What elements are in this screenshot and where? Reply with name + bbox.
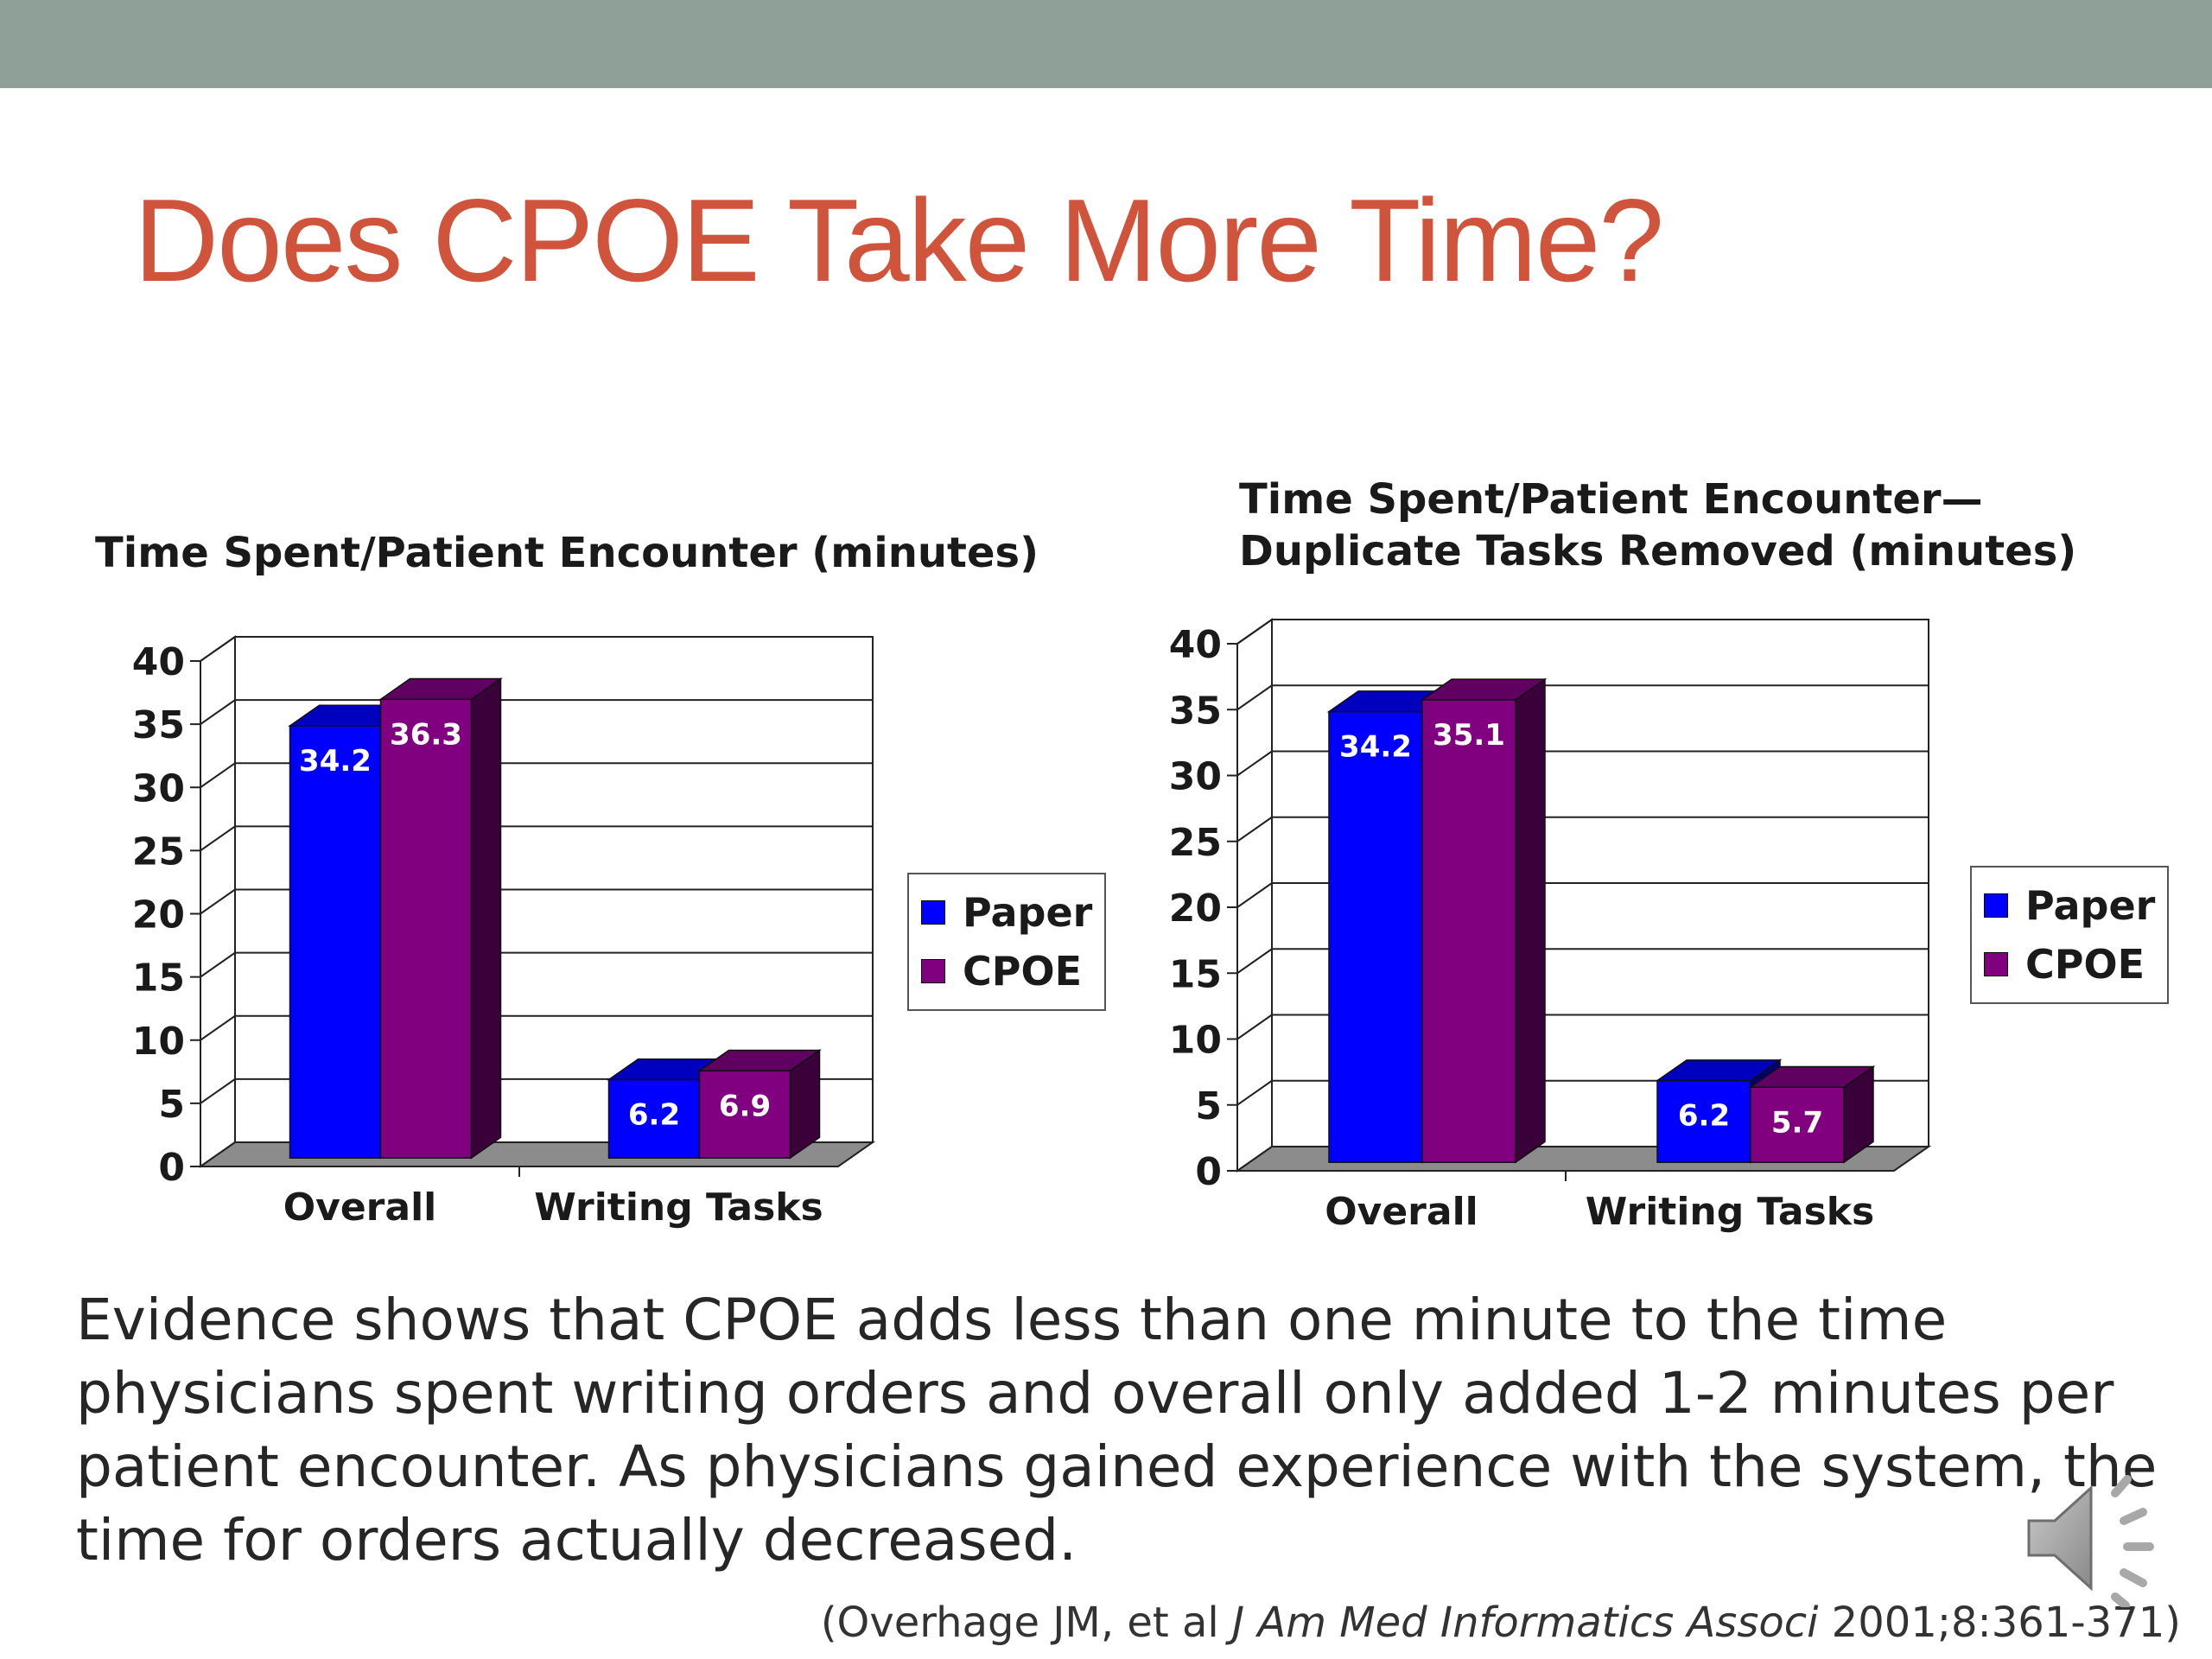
chart-2-category-label: Overall xyxy=(1325,1190,1478,1234)
chart-2-bar-front xyxy=(1750,1086,1845,1163)
chart-1-gridline-side xyxy=(200,951,236,978)
chart-1-legend-label-paper: Paper xyxy=(963,889,1093,936)
chart-1-bar-cpoe-1 xyxy=(697,1049,822,1160)
chart-1-title: Time Spent/Patient Encounter (minutes) xyxy=(95,527,1039,579)
chart-1-legend-swatch-paper xyxy=(921,900,945,925)
chart-1-data-label: 6.9 xyxy=(719,1089,771,1123)
top-bar xyxy=(0,0,2212,88)
chart-2-legend-item-paper: Paper xyxy=(1984,876,2155,935)
chart-2-bar-cpoe-0 xyxy=(1420,677,1548,1164)
chart-2-title: Time Spent/Patient Encounter— Duplicate … xyxy=(1239,474,2076,577)
chart-2-legend: Paper CPOE xyxy=(1970,866,2170,1004)
chart-2-gridline-side xyxy=(1236,619,1273,645)
chart-2-y-tick-label: 5 xyxy=(1195,1084,1222,1128)
chart-1-legend-swatch-cpoe xyxy=(921,959,945,983)
chart-1-category-label: Overall xyxy=(283,1185,436,1230)
chart-2-y-tick-label: 10 xyxy=(1169,1019,1222,1063)
chart-1-y-tick-label: 20 xyxy=(132,893,185,938)
chart-1-legend-item-cpoe: CPOE xyxy=(921,942,1092,1001)
chart-1-plot: 0 5 10 15 20 25 30 35 40 34.2 36.3 Overall 6.2 6.9 Wri… xyxy=(132,635,876,1230)
citation-journal: J Am Med Informatics Associ xyxy=(1231,1599,1819,1647)
chart-2-bar-front xyxy=(1656,1079,1751,1163)
chart-1-y-tick-label: 30 xyxy=(132,766,185,810)
chart-2-y-tick-label: 15 xyxy=(1169,952,1222,996)
chart-2-bar-paper-1 xyxy=(1655,1058,1783,1164)
chart-2-bar-side xyxy=(1515,677,1546,1164)
chart-2-legend-swatch-cpoe xyxy=(1984,952,2008,976)
speaker-icon[interactable] xyxy=(2022,1469,2177,1607)
chart-1-bar-front xyxy=(289,725,382,1159)
chart-1-y-tick-label: 15 xyxy=(132,957,185,1001)
chart-1-y-tick-label: 10 xyxy=(132,1020,185,1064)
chart-2-legend-label-cpoe: CPOE xyxy=(2025,941,2145,988)
chart-2-bar-front xyxy=(1328,710,1423,1163)
chart-2-gridline-side xyxy=(1236,1079,1273,1106)
chart-2-title-line-2: Duplicate Tasks Removed (minutes) xyxy=(1239,527,2077,575)
chart-2-gridline-side xyxy=(1236,684,1273,711)
chart-2-legend-label-paper: Paper xyxy=(2025,882,2156,929)
chart-1-title-line-1: Time Spent/Patient Encounter (minutes) xyxy=(95,529,1039,577)
chart-1-category-label: Writing Tasks xyxy=(534,1185,823,1230)
chart-1-y-tick-label: 40 xyxy=(132,640,185,684)
chart-1-data-label: 6.2 xyxy=(628,1098,680,1133)
chart-2-bar-front xyxy=(1421,699,1516,1163)
chart-1-gridline-side xyxy=(200,636,236,662)
chart-2-gridline-side xyxy=(1236,750,1273,777)
chart-1-gridline-side xyxy=(200,825,236,852)
chart-2-data-label: 34.2 xyxy=(1339,730,1412,765)
chart-1-gridline-side xyxy=(200,1014,236,1041)
chart-2-data-label: 35.1 xyxy=(1433,718,1505,753)
chart-2-legend-swatch-paper xyxy=(1984,893,2008,918)
chart-2-data-label: 5.7 xyxy=(1771,1105,1823,1140)
chart-2-gridline-side xyxy=(1236,816,1273,842)
chart-2-y-tick-label: 0 xyxy=(1195,1150,1222,1194)
chart-2-y-tick-label: 25 xyxy=(1169,821,1222,865)
chart-2-plot: 0 5 10 15 20 25 30 35 40 34.2 35.1 Overall 6.2 5.7 Wri… xyxy=(1169,618,1932,1234)
chart-1-data-label: 36.3 xyxy=(390,717,462,752)
chart-1-y-tick-label: 0 xyxy=(158,1146,185,1190)
chart-1-legend-label-cpoe: CPOE xyxy=(963,948,1082,995)
chart-2-category-label: Writing Tasks xyxy=(1586,1190,1874,1234)
chart-2-y-tick-label: 30 xyxy=(1169,755,1222,799)
chart-1-gridline-side xyxy=(200,762,236,789)
chart-1-gridline-side xyxy=(200,888,236,915)
chart-1-bar-front xyxy=(607,1078,701,1159)
chart-1-gridline-side xyxy=(200,699,236,725)
chart-2-title-line-1: Time Spent/Patient Encounter— xyxy=(1239,475,1983,524)
chart-2-gridline-side xyxy=(1236,1014,1273,1040)
chart-2-legend-item-cpoe: CPOE xyxy=(1984,935,2155,994)
chart-2-data-label: 6.2 xyxy=(1678,1099,1730,1134)
chart-2-bar-cpoe-1 xyxy=(1748,1065,1876,1164)
chart-1-y-tick-label: 35 xyxy=(132,703,185,747)
chart-1-bar-front xyxy=(698,1070,791,1159)
citation: (Overhage JM, et al J Am Med Informatics… xyxy=(821,1597,2181,1649)
chart-2-gridline-side xyxy=(1236,882,1273,908)
chart-1-bar-cpoe-0 xyxy=(378,677,503,1160)
chart-1-data-label: 34.2 xyxy=(299,744,372,779)
chart-1-legend-item-paper: Paper xyxy=(921,883,1092,942)
chart-1-bar-front xyxy=(379,698,473,1159)
chart-1-legend: Paper CPOE xyxy=(907,873,1107,1011)
chart-2-gridline-side xyxy=(1236,948,1273,975)
chart-2-y-tick-label: 20 xyxy=(1169,887,1222,931)
chart-1-gridline-side xyxy=(200,1078,236,1104)
chart-1-y-tick-label: 25 xyxy=(132,830,185,874)
body-text: Evidence shows that CPOE adds less than … xyxy=(76,1287,2158,1573)
citation-prefix: (Overhage JM, et al xyxy=(820,1599,1232,1647)
slide-title: Does CPOE Take More Time? xyxy=(134,175,1664,306)
chart-2-y-tick-label: 40 xyxy=(1169,623,1222,667)
chart-2-y-tick-label: 35 xyxy=(1169,689,1222,733)
chart-1-y-tick-label: 5 xyxy=(158,1083,185,1127)
